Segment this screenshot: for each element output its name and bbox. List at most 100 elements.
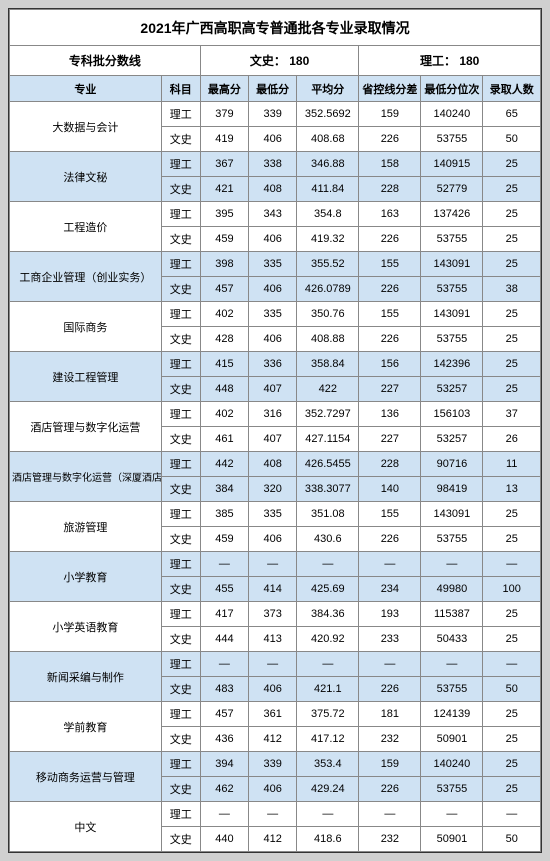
cell-diff: 226 — [359, 227, 421, 252]
cell-hi: 459 — [200, 527, 248, 552]
cell-s: 文史 — [161, 577, 200, 602]
cell-s: 文史 — [161, 427, 200, 452]
cell-avg: 426.0789 — [297, 277, 359, 302]
cell-s: 文史 — [161, 827, 200, 852]
cell-s: 理工 — [161, 602, 200, 627]
ligong-score: 180 — [459, 54, 479, 68]
cell-lo: 413 — [249, 627, 297, 652]
table-row: 移动商务运营与管理理工394339353.415914024025 — [10, 752, 541, 777]
cell-n: 37 — [483, 402, 541, 427]
cell-n: 50 — [483, 677, 541, 702]
cell-diff: 226 — [359, 677, 421, 702]
cell-avg: 338.3077 — [297, 477, 359, 502]
cell-rank: 143091 — [421, 302, 483, 327]
cell-avg: — — [297, 552, 359, 577]
cell-n: 50 — [483, 827, 541, 852]
cell-n: 25 — [483, 152, 541, 177]
cell-lo: 335 — [249, 302, 297, 327]
cell-hi: 415 — [200, 352, 248, 377]
cell-diff: 226 — [359, 127, 421, 152]
cell-avg: 422 — [297, 377, 359, 402]
major-cell: 酒店管理与数字化运营 — [10, 402, 162, 452]
cell-s: 理工 — [161, 302, 200, 327]
cell-diff: 234 — [359, 577, 421, 602]
cell-avg: — — [297, 652, 359, 677]
cell-rank: 90716 — [421, 452, 483, 477]
table-row: 中文理工—————— — [10, 802, 541, 827]
cell-s: 理工 — [161, 752, 200, 777]
cell-diff: 156 — [359, 352, 421, 377]
cell-rank: 140915 — [421, 152, 483, 177]
cell-avg: 384.36 — [297, 602, 359, 627]
cell-rank: — — [421, 802, 483, 827]
cell-lo: 335 — [249, 502, 297, 527]
major-cell: 建设工程管理 — [10, 352, 162, 402]
cell-n: 25 — [483, 377, 541, 402]
cell-s: 理工 — [161, 152, 200, 177]
cell-avg: 421.1 — [297, 677, 359, 702]
cell-avg: 350.76 — [297, 302, 359, 327]
cell-avg: 408.68 — [297, 127, 359, 152]
cell-s: 文史 — [161, 177, 200, 202]
cell-diff: 158 — [359, 152, 421, 177]
cell-lo: 406 — [249, 227, 297, 252]
cell-diff: 155 — [359, 302, 421, 327]
major-cell: 移动商务运营与管理 — [10, 752, 162, 802]
cell-rank: 98419 — [421, 477, 483, 502]
cell-hi: 419 — [200, 127, 248, 152]
cell-avg: 346.88 — [297, 152, 359, 177]
cell-rank: 143091 — [421, 252, 483, 277]
major-cell: 新闻采编与制作 — [10, 652, 162, 702]
cell-lo: 338 — [249, 152, 297, 177]
cell-diff: 159 — [359, 102, 421, 127]
major-cell: 学前教育 — [10, 702, 162, 752]
table-row: 新闻采编与制作理工—————— — [10, 652, 541, 677]
cell-n: 50 — [483, 127, 541, 152]
table-row: 酒店管理与数字化运营理工402316352.729713615610337 — [10, 402, 541, 427]
cell-lo: 406 — [249, 677, 297, 702]
cell-avg: 352.5692 — [297, 102, 359, 127]
cell-diff: 226 — [359, 777, 421, 802]
cell-avg: 419.32 — [297, 227, 359, 252]
col-header: 平均分 — [297, 76, 359, 102]
cell-n: 100 — [483, 577, 541, 602]
table-row: 旅游管理理工385335351.0815514309125 — [10, 502, 541, 527]
cell-hi: 455 — [200, 577, 248, 602]
cell-rank: 53755 — [421, 527, 483, 552]
cell-hi: 448 — [200, 377, 248, 402]
cell-s: 理工 — [161, 352, 200, 377]
cell-avg: 420.92 — [297, 627, 359, 652]
cell-rank: 53755 — [421, 777, 483, 802]
cell-hi: — — [200, 652, 248, 677]
cell-rank: 124139 — [421, 702, 483, 727]
cell-hi: 457 — [200, 277, 248, 302]
cell-s: 理工 — [161, 652, 200, 677]
cell-n: 13 — [483, 477, 541, 502]
cell-avg: 353.4 — [297, 752, 359, 777]
cell-hi: 417 — [200, 602, 248, 627]
cell-s: 文史 — [161, 477, 200, 502]
col-header: 科目 — [161, 76, 200, 102]
cell-hi: 379 — [200, 102, 248, 127]
cell-diff: 226 — [359, 327, 421, 352]
cell-avg: 408.88 — [297, 327, 359, 352]
cell-n: — — [483, 652, 541, 677]
cell-lo: 316 — [249, 402, 297, 427]
ligong-label: 理工： — [420, 54, 456, 68]
cell-rank: 140240 — [421, 102, 483, 127]
col-header: 省控线分差 — [359, 76, 421, 102]
table-row: 建设工程管理理工415336358.8415614239625 — [10, 352, 541, 377]
cell-lo: 406 — [249, 327, 297, 352]
table-row: 工商企业管理（创业实务）理工398335355.5215514309125 — [10, 252, 541, 277]
table-row: 酒店管理与数字化运营（深厦酒店订单班）理工442408426.545522890… — [10, 452, 541, 477]
cell-lo: 408 — [249, 177, 297, 202]
cell-hi: 483 — [200, 677, 248, 702]
cell-s: 理工 — [161, 802, 200, 827]
cell-n: 25 — [483, 627, 541, 652]
cell-n: — — [483, 802, 541, 827]
table-row: 小学英语教育理工417373384.3619311538725 — [10, 602, 541, 627]
major-cell: 小学教育 — [10, 552, 162, 602]
cell-rank: 53755 — [421, 227, 483, 252]
cell-rank: 50901 — [421, 827, 483, 852]
cell-avg: 358.84 — [297, 352, 359, 377]
